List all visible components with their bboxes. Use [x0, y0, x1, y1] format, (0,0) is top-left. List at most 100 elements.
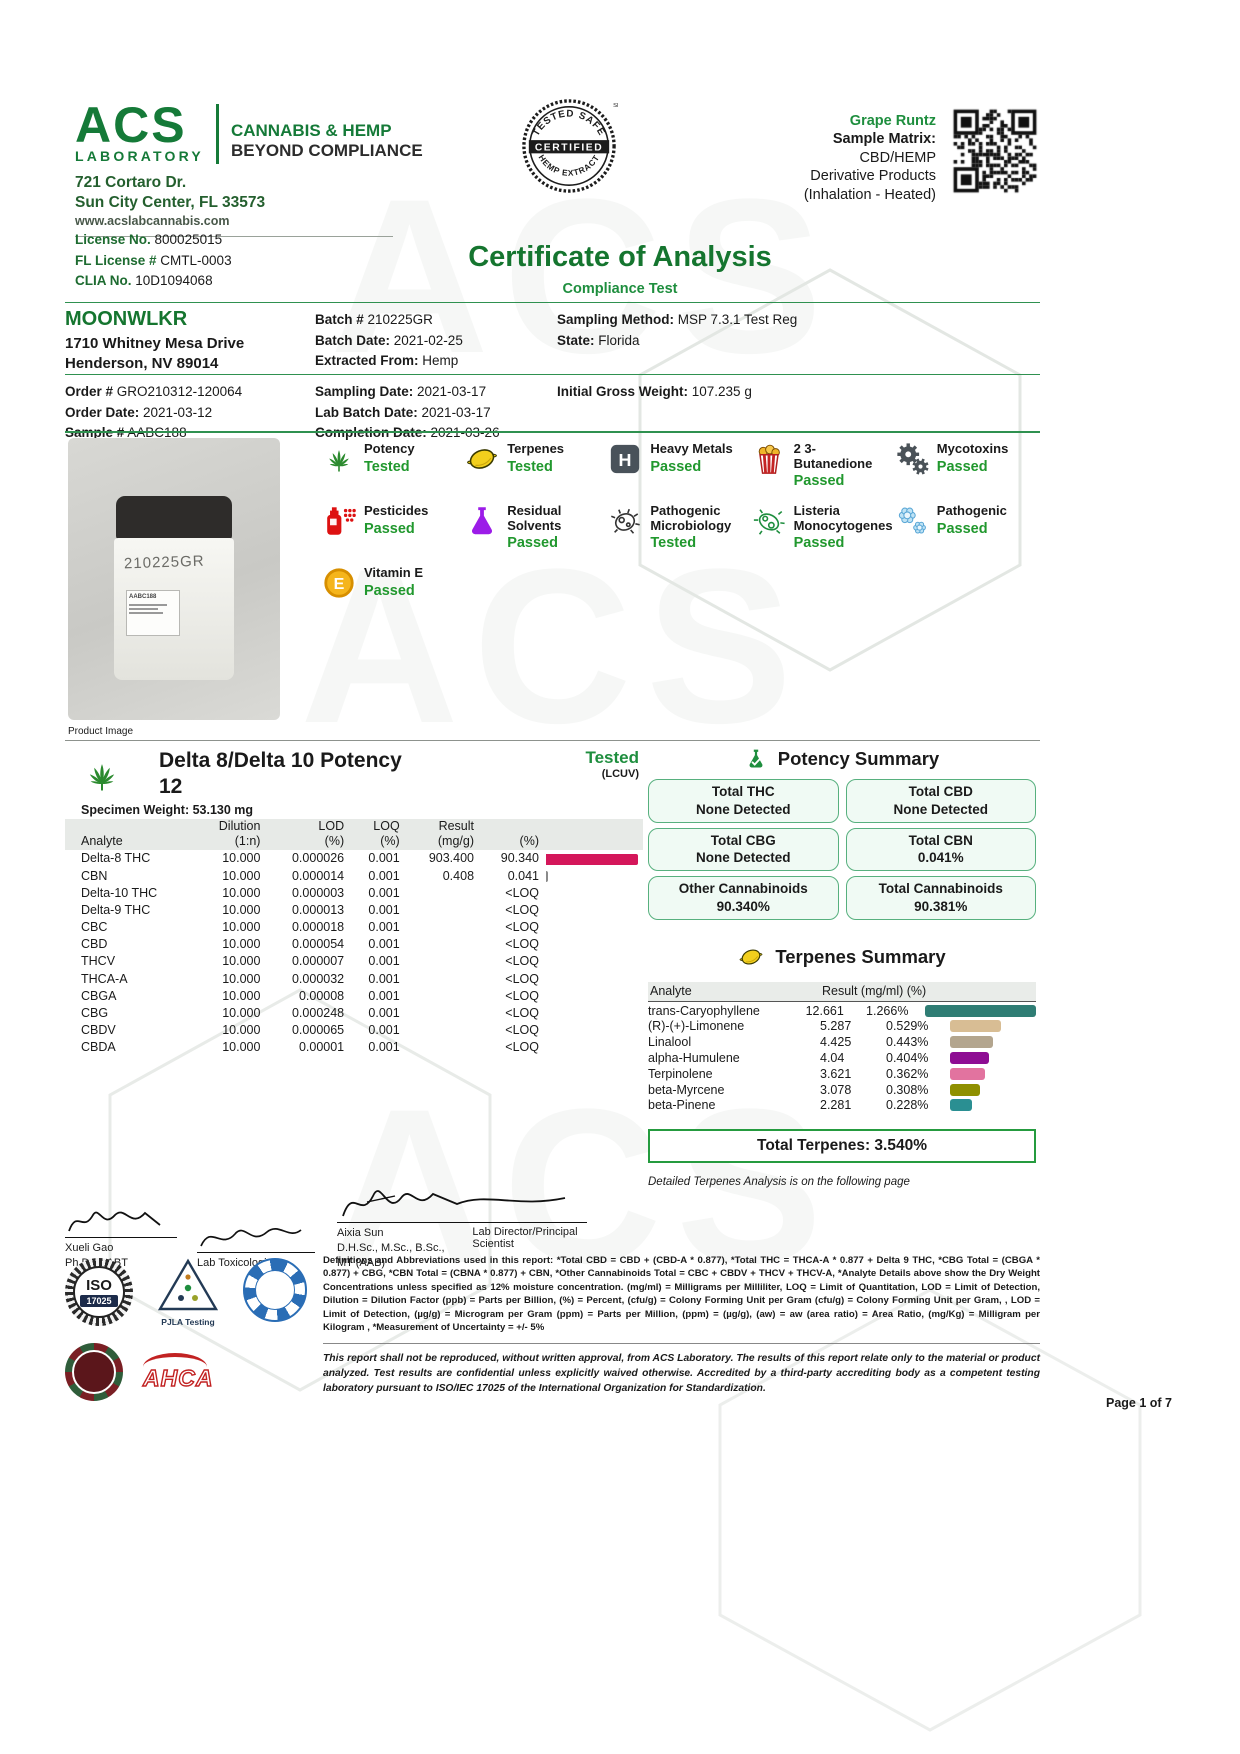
potency-cell: <LOQ	[505, 954, 539, 969]
info-field: License No. 800025015	[75, 230, 232, 251]
terpenes-note: Detailed Terpenes Analysis is on the fol…	[648, 1176, 910, 1189]
summary-card: Total CBD None Detected	[845, 779, 1036, 823]
lab-logo-block: ACS LABORATORY CANNABIS & HEMP BEYOND CO…	[75, 100, 505, 237]
potency-cell: Delta-9 THC	[81, 902, 151, 917]
potency-header-row: Analyte (1:n) (%) (%) (mg/g) (%)	[65, 834, 643, 850]
badge-label: Vitamin E	[364, 565, 424, 581]
client-section: MOONWLKR 1710 Whitney Mesa Drive Henders…	[65, 308, 1040, 372]
potency-cell	[405, 919, 479, 936]
summary-card: Other Cannabinoids 90.340%	[648, 876, 839, 920]
order-section: Order # GRO210312-120064 Order Date: 2021…	[65, 382, 1040, 440]
heavy-metals-icon: H	[608, 442, 642, 476]
badge-text: Mycotoxins Passed	[936, 441, 1009, 475]
badge-label: Listeria Monocytogenes	[793, 503, 893, 533]
potency-cell: 0.001	[368, 868, 400, 883]
field-label: Order Date:	[65, 404, 140, 420]
summary-card-label: Total Cannabinoids	[878, 881, 1003, 897]
summary-card-value: None Detected	[695, 801, 791, 817]
potency-col-header: (%)	[519, 834, 539, 849]
potency-col-header	[65, 819, 196, 835]
potency-bar-cell	[544, 953, 643, 970]
terpene-bar	[924, 1004, 1036, 1017]
test-badge: E Vitamin E Passed	[322, 566, 465, 600]
field-value: 210225GR	[363, 312, 433, 327]
badge-label: 2 3-Butanedione	[793, 441, 873, 471]
potency-cell: 10.000	[222, 1006, 261, 1021]
field-label: CLIA No.	[75, 273, 132, 289]
test-badge: 2 3-Butanedione Passed	[752, 441, 895, 490]
potency-bar-cell	[544, 919, 643, 936]
microbe-green-icon	[752, 504, 786, 538]
terpene-pct: 0.529%	[886, 1019, 929, 1034]
info-field: CLIA No. 10D1094068	[75, 271, 232, 292]
potency-cell: 0.041	[507, 868, 539, 883]
cannabis-leaf-icon	[81, 754, 123, 796]
client-address-line1: 1710 Whitney Mesa Drive	[65, 335, 245, 352]
terpene-name: beta-Myrcene	[648, 1082, 725, 1097]
potency-col-header: Result	[438, 818, 475, 833]
potency-row: CBC 10.000 0.000018 0.001 <LOQ	[65, 919, 643, 936]
summary-card: Total CBN 0.041%	[845, 827, 1036, 872]
potency-cell	[405, 884, 479, 901]
potency-col-header: Dilution	[218, 818, 261, 833]
terpene-name: beta-Pinene	[648, 1098, 716, 1113]
potency-cell: 0.000248	[291, 1006, 345, 1021]
license-block: License No. 800025015 FL License # CMTL-0…	[75, 230, 232, 292]
terpene-result: 4.04	[820, 1051, 845, 1066]
potency-cell: 10.000	[222, 1023, 261, 1038]
product-jar: 210225GR AABC188	[114, 496, 234, 680]
sample-matrix-line1: CBD/HEMP	[859, 149, 936, 166]
badge-label: Pathogenic	[936, 503, 1007, 519]
potency-cell: 10.000	[222, 1040, 261, 1055]
potency-cell: 0.000013	[291, 902, 345, 917]
potency-col-header: (1:n)	[234, 834, 261, 849]
badge-status: Passed	[364, 582, 415, 599]
badge-text: Terpenes Tested	[507, 441, 564, 474]
divider	[65, 302, 1040, 303]
terpene-pct: 0.443%	[886, 1035, 929, 1050]
client-name: MOONWLKR	[65, 308, 188, 330]
potency-table: Dilution LOD LOQ Result Analyte (1:n) (%) (%) (m…	[65, 818, 643, 1057]
page-number: Page 1 of 7	[1106, 1396, 1172, 1410]
potency-cell: 10.000	[222, 971, 261, 986]
badge-label: Potency	[364, 441, 415, 456]
badge-status: Passed	[936, 458, 988, 475]
potency-cell: 10.000	[222, 868, 261, 883]
potency-col-header: Analyte	[81, 834, 123, 849]
info-field: Batch # 210225GR	[315, 310, 463, 331]
info-field: Sampling Date: 2021-03-17	[315, 382, 500, 403]
product-photo: 210225GR AABC188	[68, 438, 280, 720]
microbe-blue-icon	[895, 504, 929, 538]
potency-summary-title: Potency Summary	[777, 748, 940, 769]
potency-cell: THCV	[81, 954, 116, 969]
potency-cell: <LOQ	[505, 902, 539, 917]
potency-summary-cards: Total THC None Detected Total CBD None Dete…	[648, 779, 1036, 920]
page-title: Certificate of Analysis	[468, 241, 772, 273]
badge-status: Passed	[793, 473, 845, 490]
terpene-pct: 0.228%	[886, 1098, 929, 1113]
potency-bar-cell	[544, 1004, 643, 1021]
potency-cell: 0.408	[442, 868, 475, 883]
signature-line	[65, 1236, 177, 1238]
field-label: Order #	[65, 384, 114, 399]
badge-text: 2 3-Butanedione Passed	[793, 441, 892, 490]
badge-label: Heavy Metals	[650, 441, 733, 456]
field-value: GRO210312-120064	[113, 384, 243, 399]
info-field: Batch Date: 2021-02-25	[315, 331, 463, 352]
terpene-bar	[950, 1099, 972, 1112]
field-label: Sampling Method:	[557, 312, 674, 327]
badge-status: Passed	[650, 458, 702, 475]
potency-cell: 10.000	[222, 937, 261, 952]
potency-cell: 0.00008	[298, 988, 345, 1003]
terpene-row: beta-Myrcene 3.078 0.308%	[648, 1083, 1036, 1097]
potency-cell: <LOQ	[505, 937, 539, 952]
badge-label: Pesticides	[364, 503, 429, 519]
potency-row: Delta-9 THC 10.000 0.000013 0.001 <LOQ	[65, 901, 643, 918]
terpene-result: 5.287	[820, 1019, 852, 1034]
potency-col-header: LOD	[318, 818, 345, 833]
gears-icon	[895, 442, 929, 476]
signature-xueli-gao	[68, 1211, 161, 1232]
field-label: Extracted From:	[315, 353, 419, 369]
potency-cell: <LOQ	[505, 1040, 539, 1055]
